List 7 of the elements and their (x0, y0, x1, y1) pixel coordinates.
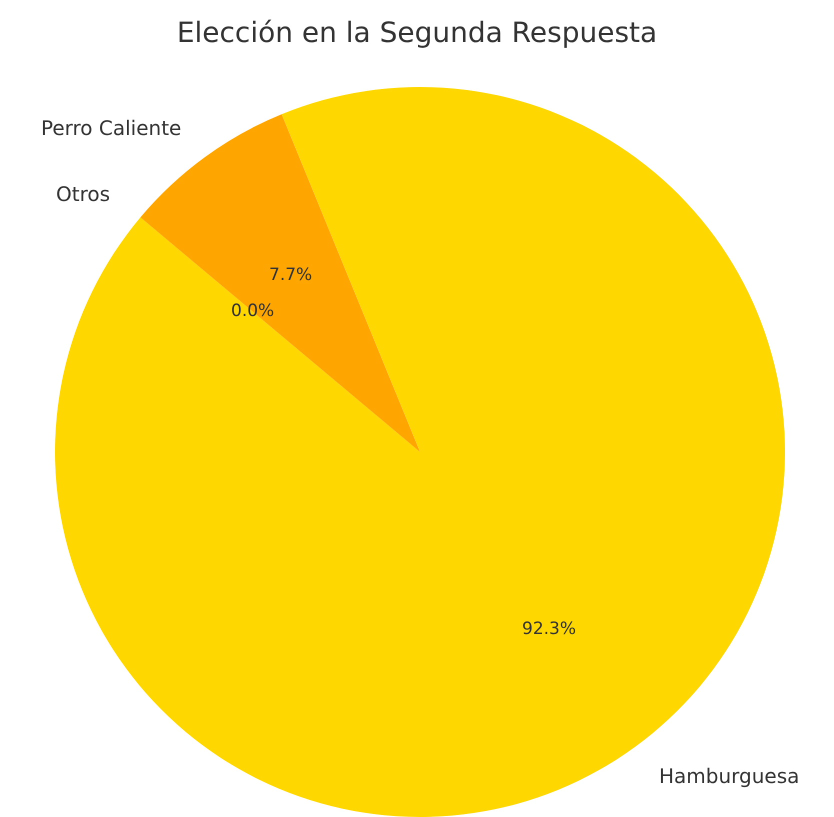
slice-label: Perro Caliente (41, 116, 182, 140)
data-label: 92.3% (522, 619, 576, 639)
chart-title: Elección en la Segunda Respuesta (176, 16, 658, 49)
category-label: Otros (56, 182, 110, 206)
text: 0.0% (231, 301, 274, 321)
slice-label: Hamburguesa (659, 764, 800, 788)
data-label: 7.7% (269, 265, 312, 285)
